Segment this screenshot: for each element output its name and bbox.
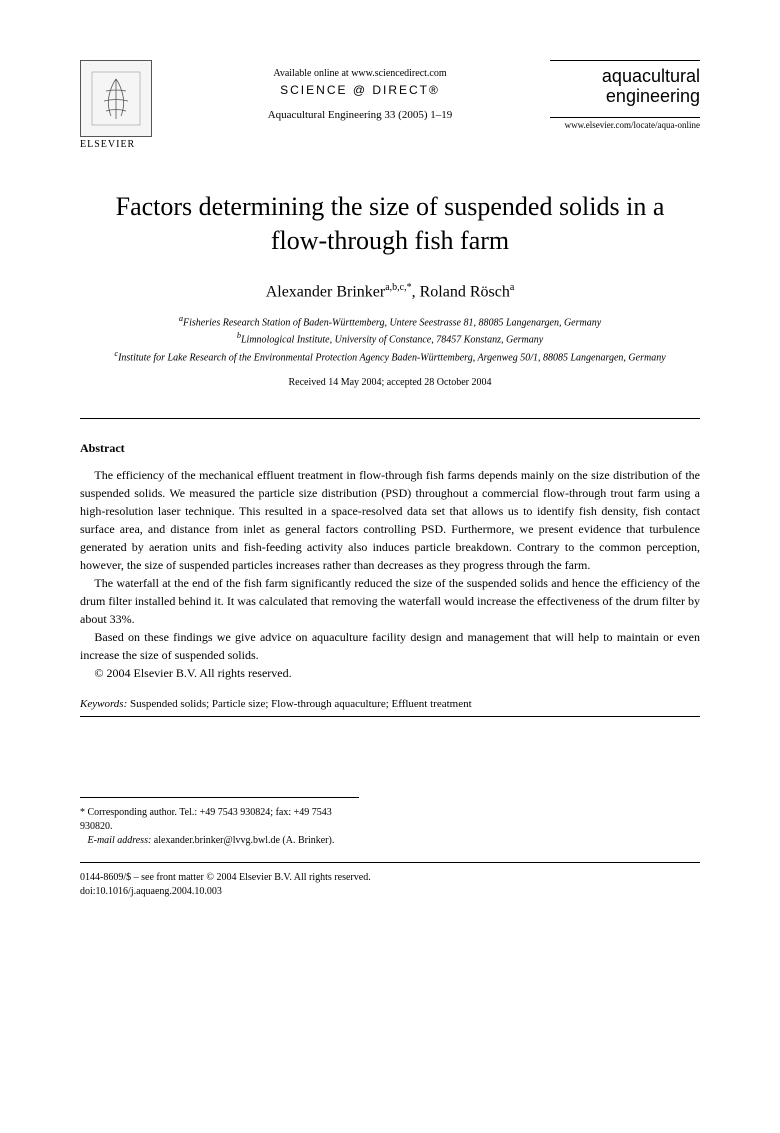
keywords-line: Keywords: Suspended solids; Particle siz… [80,698,700,710]
journal-name: aquacultural engineering [550,60,700,118]
abstract-p1: The efficiency of the mechanical effluen… [80,466,700,574]
abstract-body: The efficiency of the mechanical effluen… [80,466,700,682]
journal-reference: Aquacultural Engineering 33 (2005) 1–19 [170,109,550,121]
affiliation-a-text: Fisheries Research Station of Baden-Würt… [183,317,601,328]
affiliation-c-text: Institute for Lake Research of the Envir… [118,352,666,363]
author-1-name: Alexander Brinker [266,283,386,300]
divider-bottom [80,716,700,717]
journal-title-block: aquacultural engineering www.elsevier.co… [550,60,700,130]
abstract-p3: Based on these findings we give advice o… [80,628,700,664]
article-dates: Received 14 May 2004; accepted 28 Octobe… [80,377,700,388]
available-online-text: Available online at www.sciencedirect.co… [170,68,550,79]
divider-footer [80,862,700,863]
footnotes-block: * Corresponding author. Tel.: +49 7543 9… [80,797,359,848]
affiliations-block: aFisheries Research Station of Baden-Wür… [80,313,700,365]
author-2-affil-marks: a [510,282,514,293]
article-title: Factors determining the size of suspende… [100,190,680,258]
page-container: ELSEVIER Available online at www.science… [0,0,780,949]
journal-name-line1: aquacultural [602,66,700,86]
affiliation-c: cInstitute for Lake Research of the Envi… [80,348,700,365]
keywords-text: Suspended solids; Particle size; Flow-th… [130,698,472,710]
publisher-logo-block: ELSEVIER [80,60,170,150]
email-line: E-mail address: alexander.brinker@lvvg.b… [80,834,359,848]
divider-top [80,418,700,419]
affiliation-b-text: Limnological Institute, University of Co… [241,335,543,346]
keywords-label: Keywords: [80,698,127,710]
journal-url: www.elsevier.com/locate/aqua-online [550,120,700,130]
copyright-block: 0144-8609/$ – see front matter © 2004 El… [80,871,700,899]
abstract-heading: Abstract [80,441,700,456]
author-2-name: Roland Rösch [420,283,510,300]
email-label: E-mail address: [88,835,152,846]
affiliation-b: bLimnological Institute, University of C… [80,330,700,347]
science-direct-logo: SCIENCE @ DIRECT® [170,83,550,97]
affiliation-a: aFisheries Research Station of Baden-Wür… [80,313,700,330]
journal-name-line2: engineering [606,86,700,106]
abstract-p2: The waterfall at the end of the fish far… [80,574,700,628]
authors-line: Alexander Brinkera,b,c,*, Roland Röscha [80,282,700,301]
publisher-name: ELSEVIER [80,139,170,150]
corresponding-author-note: * Corresponding author. Tel.: +49 7543 9… [80,806,359,834]
doi-line: doi:10.1016/j.aquaeng.2004.10.003 [80,885,700,899]
issn-line: 0144-8609/$ – see front matter © 2004 El… [80,871,700,885]
header-center: Available online at www.sciencedirect.co… [170,60,550,121]
email-address: alexander.brinker@lvvg.bwl.de (A. Brinke… [154,835,335,846]
header-row: ELSEVIER Available online at www.science… [80,60,700,150]
abstract-copyright: © 2004 Elsevier B.V. All rights reserved… [80,664,700,682]
elsevier-tree-icon [80,60,152,137]
author-1-affil-marks: a,b,c,* [385,282,411,293]
